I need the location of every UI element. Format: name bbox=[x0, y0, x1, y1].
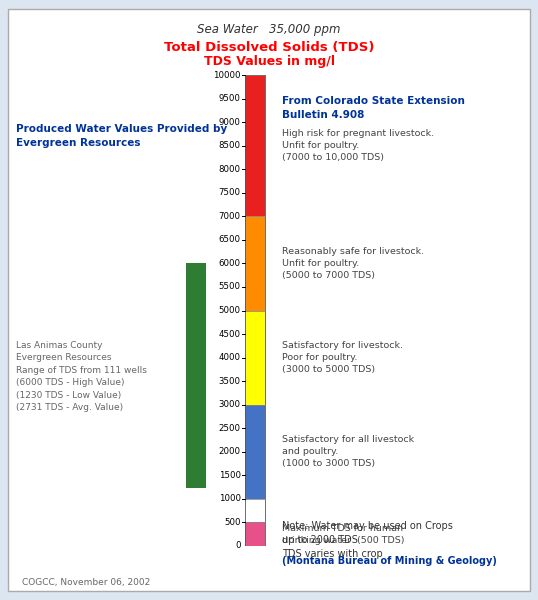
Text: 9000: 9000 bbox=[219, 118, 240, 127]
Text: Satisfactory for all livestock
and poultry.
(1000 to 3000 TDS): Satisfactory for all livestock and poult… bbox=[282, 435, 415, 469]
Bar bbox=[244, 311, 265, 404]
Text: COGCC, November 06, 2002: COGCC, November 06, 2002 bbox=[22, 577, 150, 587]
Text: 4000: 4000 bbox=[219, 353, 240, 362]
Text: Reasonably safe for livestock.
Unfit for poultry.
(5000 to 7000 TDS): Reasonably safe for livestock. Unfit for… bbox=[282, 247, 424, 280]
Text: 500: 500 bbox=[224, 518, 240, 527]
Text: 2500: 2500 bbox=[219, 424, 240, 433]
Text: 10000: 10000 bbox=[213, 70, 240, 79]
Text: 4500: 4500 bbox=[219, 329, 240, 338]
Bar bbox=[244, 216, 265, 311]
Bar bbox=[244, 499, 265, 523]
Text: Note: Water may be used on Crops
up to 2000 TDS
TDS varies with crop: Note: Water may be used on Crops up to 2… bbox=[282, 521, 454, 559]
Text: 6000: 6000 bbox=[219, 259, 240, 268]
Bar bbox=[244, 404, 265, 499]
Text: 2000: 2000 bbox=[219, 448, 240, 456]
Text: 5500: 5500 bbox=[219, 283, 240, 292]
Text: 3500: 3500 bbox=[219, 377, 240, 386]
Text: 7500: 7500 bbox=[219, 188, 240, 197]
Text: 1500: 1500 bbox=[219, 471, 240, 480]
Text: 6500: 6500 bbox=[219, 235, 240, 244]
Text: From Colorado State Extension
Bulletin 4.908: From Colorado State Extension Bulletin 4… bbox=[282, 96, 465, 120]
Text: 1000: 1000 bbox=[219, 494, 240, 503]
Text: Produced Water Values Provided by
Evergreen Resources: Produced Water Values Provided by Evergr… bbox=[16, 124, 228, 148]
Text: 3000: 3000 bbox=[219, 400, 240, 409]
Text: TDS Values in mg/l: TDS Values in mg/l bbox=[203, 55, 335, 68]
Text: Total Dissolved Solids (TDS): Total Dissolved Solids (TDS) bbox=[164, 41, 374, 55]
Text: 7000: 7000 bbox=[219, 212, 240, 221]
Text: 0: 0 bbox=[235, 541, 240, 551]
Text: 8500: 8500 bbox=[219, 141, 240, 150]
Bar bbox=[244, 523, 265, 546]
Text: (Montana Bureau of Mining & Geology): (Montana Bureau of Mining & Geology) bbox=[282, 556, 497, 566]
Text: High risk for pregnant livestock.
Unfit for poultry.
(7000 to 10,000 TDS): High risk for pregnant livestock. Unfit … bbox=[282, 129, 435, 162]
Text: Maximum TDS for human
drinking water  (500 TDS): Maximum TDS for human drinking water (50… bbox=[282, 524, 405, 545]
Bar bbox=[244, 75, 265, 216]
Text: 8000: 8000 bbox=[219, 164, 240, 174]
Text: 9500: 9500 bbox=[219, 94, 240, 103]
Text: Las Animas County
Evergreen Resources
Range of TDS from 111 wells
(6000 TDS - Hi: Las Animas County Evergreen Resources Ra… bbox=[16, 341, 147, 412]
Text: Sea Water   35,000 ppm: Sea Water 35,000 ppm bbox=[197, 23, 341, 37]
Text: 5000: 5000 bbox=[219, 306, 240, 315]
Text: Satisfactory for livestock.
Poor for poultry.
(3000 to 5000 TDS): Satisfactory for livestock. Poor for pou… bbox=[282, 341, 404, 374]
